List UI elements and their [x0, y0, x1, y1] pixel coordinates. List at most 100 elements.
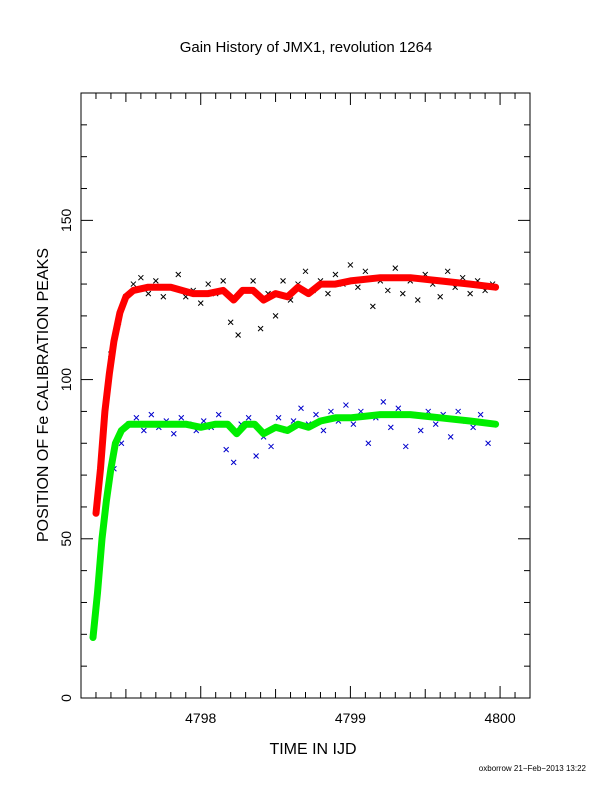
fit-point	[116, 309, 123, 316]
fit-point	[197, 424, 204, 431]
data-point	[175, 271, 182, 278]
data-point	[365, 440, 372, 447]
data-point	[395, 405, 402, 412]
data-point	[133, 414, 140, 421]
fit-point	[137, 421, 144, 428]
data-point	[380, 399, 387, 405]
x-tick-label: 4798	[185, 710, 216, 726]
x-axis: 4798 4799 4800	[80, 93, 531, 726]
data-point	[455, 408, 462, 415]
fit-point	[284, 293, 291, 300]
fit-point	[492, 421, 499, 428]
fit-point	[284, 427, 291, 434]
fit-point	[94, 589, 101, 596]
data-point	[447, 434, 454, 440]
fit-point	[125, 421, 132, 428]
data-point	[459, 274, 466, 281]
fit-point	[118, 427, 125, 434]
data-point	[399, 290, 406, 297]
fit-point	[272, 290, 279, 297]
data-point	[470, 424, 476, 431]
fit-point	[260, 296, 267, 303]
y-tick-label: 0	[58, 694, 74, 702]
data-point	[250, 278, 256, 284]
x-tick-label: 4799	[335, 710, 366, 726]
data-point	[343, 402, 349, 408]
fit-point	[224, 421, 231, 428]
data-point	[392, 265, 399, 271]
data-point	[200, 418, 207, 424]
footer-credit: oxborrow 21−Feb−2013 13:22	[479, 764, 587, 773]
fit-curve-2	[92, 274, 500, 517]
fit-point	[467, 281, 474, 288]
data-point	[325, 290, 331, 297]
data-point	[362, 268, 369, 275]
data-point	[387, 424, 394, 431]
fit-point	[492, 284, 499, 291]
fit-point	[250, 287, 257, 294]
x-tick-label: 4800	[484, 710, 515, 726]
fit-point	[110, 338, 117, 345]
data-point	[148, 411, 155, 418]
fit-point	[239, 287, 246, 294]
series-layer	[89, 262, 500, 641]
fit-point	[233, 430, 240, 437]
data-point	[432, 421, 439, 428]
fit-point	[317, 281, 324, 288]
fit-point	[98, 535, 105, 542]
fit-point	[103, 497, 110, 504]
data-point	[235, 332, 242, 338]
data-point	[350, 421, 357, 428]
fit-point	[97, 465, 104, 472]
series-2	[92, 274, 500, 517]
fit-point	[332, 414, 339, 421]
data-point	[223, 446, 230, 453]
data-point	[280, 278, 286, 284]
data-point	[170, 430, 177, 437]
fit-point	[377, 274, 384, 281]
fit-point	[145, 284, 152, 291]
fit-point	[377, 411, 384, 418]
fit-point	[332, 281, 339, 288]
fit-point	[101, 408, 108, 415]
data-point	[272, 313, 279, 319]
fit-point	[160, 421, 167, 428]
y-tick-label: 100	[58, 368, 74, 392]
data-point	[197, 300, 204, 307]
fit-point	[107, 465, 114, 472]
fit-point	[242, 421, 249, 428]
data-point	[141, 427, 147, 434]
fit-point	[347, 277, 354, 284]
y-tick-label: 50	[58, 531, 74, 547]
data-point	[332, 271, 339, 278]
data-point	[402, 443, 409, 450]
fit-point	[205, 290, 212, 297]
fit-point	[122, 293, 129, 300]
data-point	[313, 411, 319, 418]
plot-frame	[80, 92, 531, 699]
fit-point	[92, 510, 99, 517]
data-point	[178, 414, 185, 421]
data-point	[215, 411, 222, 418]
fit-point	[437, 414, 444, 421]
data-point	[245, 414, 252, 421]
fit-point	[407, 411, 414, 418]
data-point	[302, 268, 309, 275]
data-point	[138, 274, 144, 281]
fit-point	[295, 421, 302, 428]
x-axis-label: TIME IN IJD	[269, 741, 356, 758]
fit-point	[230, 296, 237, 303]
fit-point	[182, 421, 189, 428]
data-point	[437, 293, 444, 300]
fit-point	[130, 287, 137, 294]
fit-point	[407, 274, 414, 281]
fit-point	[106, 370, 113, 377]
data-point	[328, 408, 334, 415]
fit-point	[437, 277, 444, 284]
y-axis: 0 50 100 150	[58, 92, 530, 702]
data-point	[227, 319, 234, 326]
fit-point	[347, 414, 354, 421]
data-point	[298, 405, 304, 412]
series-3	[89, 411, 500, 641]
